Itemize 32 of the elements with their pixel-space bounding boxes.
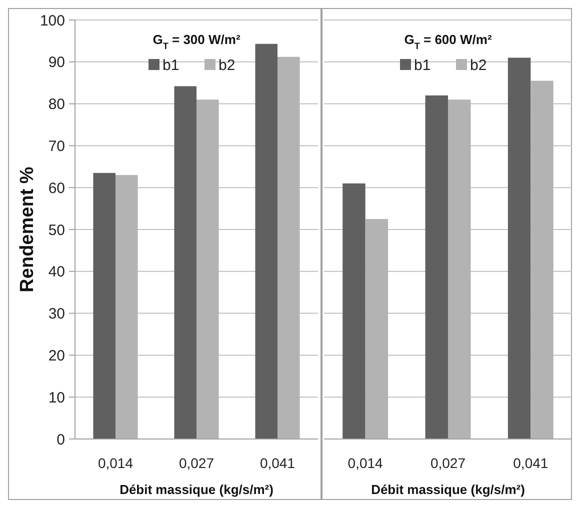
legend-label: b1 (414, 57, 431, 74)
x-axis-title: Débit massique (kg/s/m²) (371, 482, 525, 497)
y-tick-label: 50 (48, 222, 65, 239)
y-tick-label: 10 (48, 389, 65, 406)
x-axis-title: Débit massique (kg/s/m²) (120, 482, 274, 497)
bar (425, 95, 448, 439)
bar (93, 172, 116, 439)
y-tick-label: 60 (48, 180, 65, 197)
x-tick-label: 0,014 (348, 455, 384, 471)
x-tick-label: 0,014 (98, 455, 134, 471)
text: G$_{T}$ = 600 W/m² (404, 32, 492, 51)
y-tick-label: 70 (48, 138, 65, 155)
y-tick-label: 0 (56, 431, 65, 448)
y-tick-label: 80 (48, 96, 65, 114)
y-tick-label: 100 (40, 12, 65, 30)
y-axis-title: Rendement % (17, 166, 38, 292)
x-tick-label: 0,027 (430, 455, 466, 471)
y-tick-label: 90 (48, 54, 65, 72)
bar (342, 183, 366, 439)
y-tick-label: 40 (48, 264, 65, 281)
legend-label: b2 (470, 57, 487, 74)
bar (508, 58, 531, 439)
x-tick-label: 0,041 (513, 455, 548, 471)
bar (174, 86, 196, 439)
text: G$_{T}$ = 300 W/m² (152, 32, 241, 51)
y-tick-label: 30 (48, 306, 65, 323)
x-tick-label: 0,027 (178, 455, 214, 471)
legend-label: b1 (162, 57, 180, 74)
y-tick-label: 20 (48, 347, 65, 364)
bar (255, 44, 278, 439)
x-tick-label: 0,041 (260, 455, 296, 471)
legend-label: b2 (218, 57, 236, 74)
